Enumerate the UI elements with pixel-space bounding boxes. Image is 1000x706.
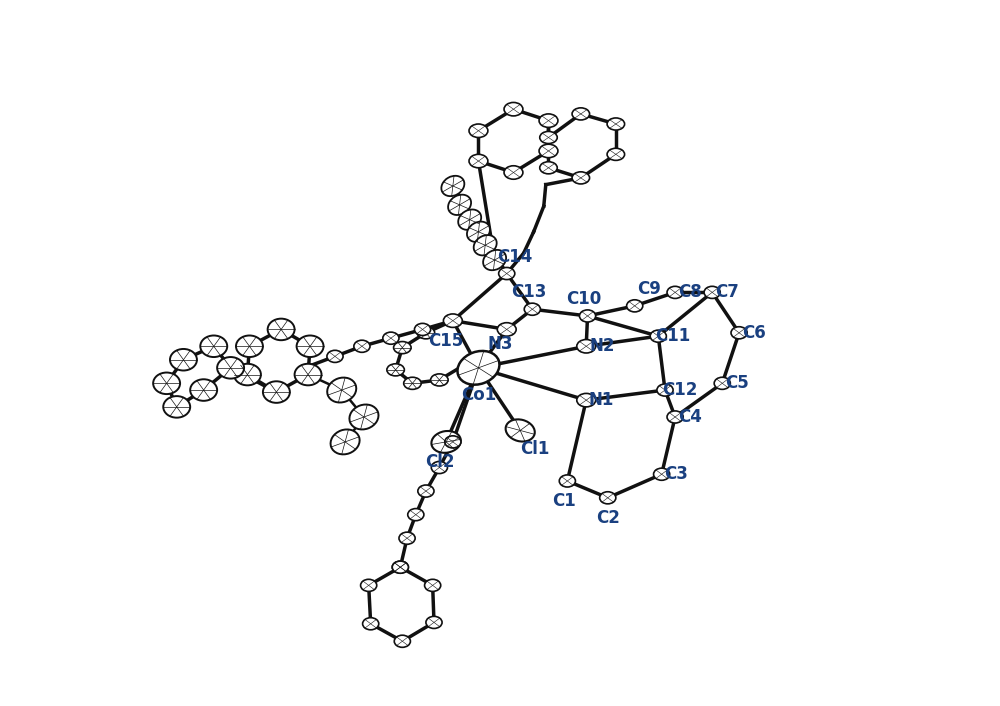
Ellipse shape	[540, 131, 557, 143]
Ellipse shape	[431, 374, 448, 386]
Ellipse shape	[499, 268, 515, 280]
Text: C3: C3	[665, 465, 688, 483]
Ellipse shape	[399, 532, 415, 544]
Ellipse shape	[363, 618, 379, 630]
Ellipse shape	[417, 327, 435, 339]
Ellipse shape	[539, 144, 558, 157]
Ellipse shape	[467, 222, 490, 242]
Ellipse shape	[392, 561, 408, 573]
Text: C11: C11	[655, 327, 691, 345]
Ellipse shape	[539, 114, 558, 127]
Text: C14: C14	[497, 248, 533, 265]
Ellipse shape	[607, 118, 625, 130]
Ellipse shape	[349, 405, 378, 429]
Ellipse shape	[448, 195, 471, 215]
Ellipse shape	[504, 166, 523, 179]
Ellipse shape	[297, 335, 324, 357]
Ellipse shape	[474, 235, 497, 256]
Ellipse shape	[418, 485, 434, 497]
Ellipse shape	[445, 436, 461, 448]
Ellipse shape	[361, 580, 377, 592]
Text: C8: C8	[678, 283, 702, 301]
Ellipse shape	[540, 162, 557, 174]
Ellipse shape	[714, 377, 730, 390]
Ellipse shape	[354, 340, 370, 352]
Ellipse shape	[426, 616, 442, 628]
Ellipse shape	[170, 349, 197, 371]
Ellipse shape	[607, 148, 625, 160]
Ellipse shape	[524, 303, 540, 316]
Text: C7: C7	[715, 283, 739, 301]
Ellipse shape	[577, 393, 596, 407]
Ellipse shape	[579, 310, 596, 322]
Ellipse shape	[443, 314, 462, 328]
Ellipse shape	[667, 287, 683, 299]
Ellipse shape	[236, 335, 263, 357]
Ellipse shape	[234, 364, 261, 385]
Text: N3: N3	[487, 335, 513, 353]
Ellipse shape	[431, 462, 447, 474]
Ellipse shape	[404, 377, 421, 390]
Ellipse shape	[559, 475, 575, 487]
Ellipse shape	[627, 300, 643, 312]
Text: C15: C15	[428, 332, 464, 350]
Text: C2: C2	[596, 509, 620, 527]
Text: C6: C6	[742, 324, 766, 342]
Text: C4: C4	[678, 408, 702, 426]
Ellipse shape	[263, 381, 290, 403]
Ellipse shape	[153, 373, 180, 394]
Ellipse shape	[394, 635, 410, 647]
Ellipse shape	[387, 364, 404, 376]
Ellipse shape	[650, 330, 666, 342]
Text: C12: C12	[662, 381, 698, 399]
Ellipse shape	[200, 335, 227, 357]
Text: C9: C9	[638, 280, 661, 298]
Ellipse shape	[657, 384, 673, 396]
Ellipse shape	[667, 411, 683, 423]
Ellipse shape	[431, 431, 461, 453]
Ellipse shape	[163, 396, 190, 418]
Ellipse shape	[600, 492, 616, 504]
Text: N1: N1	[588, 391, 614, 409]
Ellipse shape	[497, 323, 516, 336]
Ellipse shape	[295, 364, 322, 385]
Ellipse shape	[654, 468, 670, 480]
Ellipse shape	[483, 250, 506, 270]
Ellipse shape	[327, 378, 356, 402]
Text: Cl1: Cl1	[520, 441, 550, 458]
Text: N2: N2	[590, 337, 615, 355]
Ellipse shape	[506, 419, 535, 441]
Ellipse shape	[268, 318, 295, 340]
Ellipse shape	[457, 351, 499, 385]
Text: C5: C5	[725, 374, 749, 393]
Ellipse shape	[469, 155, 488, 168]
Ellipse shape	[441, 176, 464, 196]
Ellipse shape	[504, 102, 523, 116]
Ellipse shape	[577, 340, 596, 353]
Ellipse shape	[572, 172, 590, 184]
Ellipse shape	[392, 561, 408, 573]
Ellipse shape	[731, 327, 747, 339]
Ellipse shape	[394, 342, 411, 354]
Ellipse shape	[383, 332, 399, 345]
Ellipse shape	[408, 508, 424, 521]
Ellipse shape	[704, 287, 720, 299]
Text: C13: C13	[511, 283, 547, 301]
Ellipse shape	[327, 350, 343, 362]
Ellipse shape	[414, 323, 431, 335]
Ellipse shape	[458, 210, 481, 230]
Ellipse shape	[217, 357, 244, 378]
Ellipse shape	[331, 429, 360, 455]
Ellipse shape	[572, 108, 590, 120]
Text: C1: C1	[552, 492, 576, 510]
Ellipse shape	[425, 580, 441, 592]
Text: Cl2: Cl2	[425, 453, 454, 471]
Ellipse shape	[190, 379, 217, 401]
Text: Co1: Co1	[461, 385, 496, 404]
Text: C10: C10	[567, 290, 602, 308]
Ellipse shape	[469, 124, 488, 138]
